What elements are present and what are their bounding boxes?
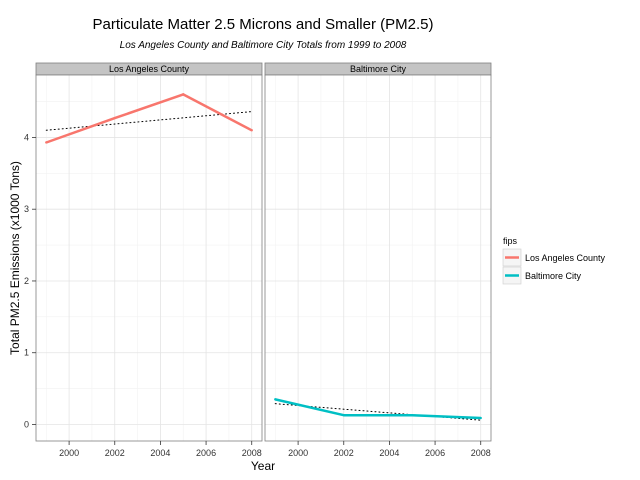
y-tick-label: 4	[24, 132, 29, 142]
x-axis-title: Year	[251, 459, 275, 473]
x-tick-label: 2008	[471, 448, 491, 458]
panel-border-baltimore-city	[264, 74, 492, 442]
trend-line-los-angeles-county	[45, 111, 253, 131]
x-tick-label: 2004	[379, 448, 399, 458]
data-point-los-angeles-county-2005	[182, 93, 185, 96]
legend-label-baltimore-city: Baltimore City	[525, 271, 582, 281]
y-tick-label: 3	[24, 204, 29, 214]
data-point-los-angeles-county-1999	[45, 141, 48, 144]
series-line-baltimore-city	[275, 398, 481, 420]
x-tick-label: 2006	[196, 448, 216, 458]
data-point-baltimore-city-1999	[274, 398, 277, 401]
x-tick-label: 2002	[105, 448, 125, 458]
panel-baltimore-city: Baltimore City 2000 2002 2004 2006 2008	[264, 62, 492, 458]
x-tick-label: 2004	[150, 448, 170, 458]
panel-los-angeles-county: Los Angeles County 2000 2002 2004 2006 2008 0 1…	[24, 62, 263, 458]
data-point-los-angeles-county-2008	[250, 129, 253, 132]
data-point-baltimore-city-2008	[479, 416, 482, 420]
panel-background-baltimore-city	[265, 75, 491, 441]
data-point-baltimore-city-2002	[342, 413, 345, 417]
legend: fips Los Angeles County Baltimore City	[502, 236, 606, 285]
legend-item-los-angeles-county: Los Angeles County	[502, 248, 606, 267]
x-tick-label: 2000	[59, 448, 79, 458]
x-tick-label: 2000	[288, 448, 308, 458]
strip-label-los-angeles-county: Los Angeles County	[109, 64, 190, 74]
panel-background-los-angeles-county	[36, 75, 262, 441]
x-tick-label: 2008	[242, 448, 262, 458]
chart-subtitle: Los Angeles County and Baltimore City To…	[120, 40, 407, 51]
series-line-los-angeles-county	[45, 93, 253, 144]
legend-title: fips	[503, 236, 518, 246]
facet-panels: Los Angeles County 2000 2002 2004 2006 2008 0 1…	[24, 62, 492, 458]
data-point-los-angeles-county-2002	[113, 116, 116, 120]
y-tick-label: 1	[24, 348, 29, 358]
legend-label-los-angeles-county: Los Angeles County	[525, 253, 606, 263]
data-point-baltimore-city-2005	[411, 413, 414, 417]
x-tick-label: 2006	[425, 448, 445, 458]
chart-title: Particulate Matter 2.5 Microns and Small…	[93, 16, 434, 33]
strip-label-baltimore-city: Baltimore City	[350, 64, 407, 74]
y-axis-title: Total PM2.5 Emissions (x1000 Tons)	[8, 161, 22, 355]
y-tick-label: 2	[24, 276, 29, 286]
x-tick-label: 2002	[334, 448, 354, 458]
panel-border-los-angeles-county	[35, 74, 263, 442]
y-tick-label: 0	[24, 419, 29, 429]
legend-item-baltimore-city: Baltimore City	[502, 266, 582, 285]
